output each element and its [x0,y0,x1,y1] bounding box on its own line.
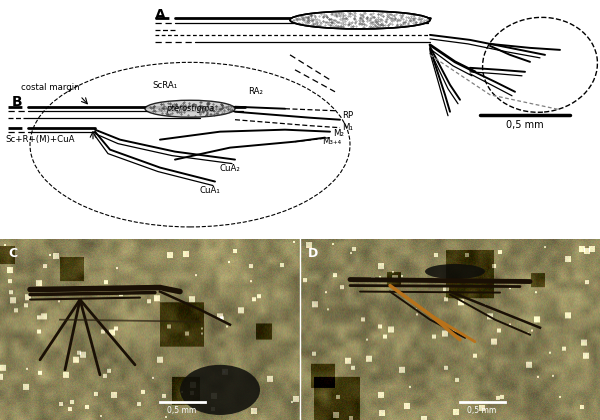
Text: ScRA₁: ScRA₁ [152,81,178,90]
Ellipse shape [180,365,260,415]
Text: M₃₊₄: M₃₊₄ [322,137,341,146]
Text: M₁: M₁ [342,123,353,132]
Text: 0,5 mm: 0,5 mm [467,406,497,415]
Text: D: D [308,247,318,260]
Text: costal margin: costal margin [20,83,79,92]
Text: CuA₁: CuA₁ [200,186,220,194]
Ellipse shape [425,264,485,279]
Text: C: C [8,247,17,260]
Ellipse shape [290,11,430,29]
Text: B: B [12,95,23,109]
Text: RP: RP [342,111,353,120]
Text: Sc+R+(M)+CuA: Sc+R+(M)+CuA [5,135,74,144]
Text: A: A [155,8,166,22]
Text: CuA₂: CuA₂ [220,164,241,173]
Text: 0,5 mm: 0,5 mm [167,406,197,415]
Ellipse shape [145,100,235,117]
Text: 0,5 mm: 0,5 mm [506,120,544,130]
Text: RA₂: RA₂ [248,87,263,96]
Text: pterostigma: pterostigma [166,104,214,113]
Text: M₂: M₂ [333,129,344,138]
